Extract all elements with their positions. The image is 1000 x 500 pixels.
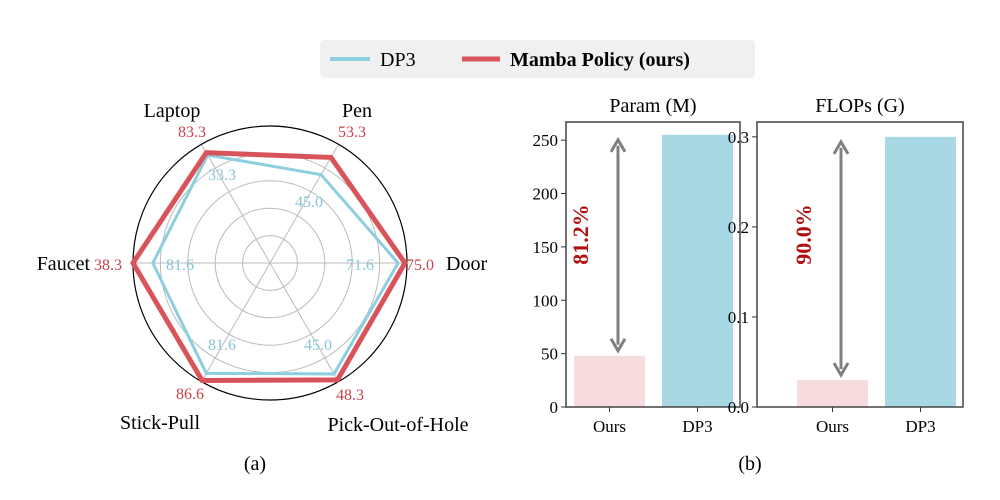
param-bar-chart: Ours DP3 0 50 100 150 200 250 Param (M) 81.2% bbox=[533, 95, 741, 436]
y-tick-label: 0.2 bbox=[728, 218, 749, 237]
y-tick-label: 0.0 bbox=[728, 398, 749, 417]
legend-label-mamba: Mamba Policy (ours) bbox=[510, 49, 690, 71]
mamba-value-label: 53.3 bbox=[338, 124, 366, 141]
dp3-value-label: 81.6 bbox=[166, 257, 194, 274]
legend-label-dp3: DP3 bbox=[380, 49, 416, 71]
y-tick-label: 50 bbox=[541, 345, 558, 364]
x-tick-label: DP3 bbox=[682, 417, 712, 436]
arrow-head-down bbox=[832, 362, 850, 378]
axes-frame bbox=[565, 121, 741, 408]
radar-chart: Door 75.0 71.6 Pen 53.3 45.0 Laptop 83.3 81.6 Fau… bbox=[37, 100, 488, 436]
axis-line bbox=[201, 144, 339, 382]
axis-label: Pick-Out-of-Hole bbox=[327, 414, 468, 436]
bar-ours bbox=[574, 355, 645, 407]
caption-a: (a) bbox=[244, 453, 266, 475]
chart-title: FLOPs (G) bbox=[815, 95, 904, 117]
dp3-value-label: 33.3 bbox=[208, 167, 236, 184]
axis-label: Door bbox=[446, 253, 487, 275]
axis-label: Stick-Pull bbox=[120, 412, 200, 434]
dp3-value-label: 45.0 bbox=[295, 194, 323, 211]
x-tick-label: DP3 bbox=[905, 417, 935, 436]
axis-label: Laptop bbox=[144, 100, 201, 122]
mamba-series-polygon bbox=[130, 150, 408, 383]
dp3-value-label: 81.6 bbox=[208, 337, 236, 354]
y-tick-label: 100 bbox=[533, 291, 559, 310]
caption-b: (b) bbox=[738, 453, 761, 475]
x-tick-label: Ours bbox=[593, 417, 626, 436]
bar-dp3 bbox=[885, 136, 956, 407]
mamba-value-label: 38.3 bbox=[94, 257, 122, 274]
bar-ours bbox=[797, 379, 868, 407]
axis-label: Pen bbox=[342, 100, 372, 122]
y-tick-label: 0 bbox=[550, 398, 559, 417]
flops-bar-chart: Ours DP3 0.0 0.1 0.2 0.3 FLOPs (G) 90.0% bbox=[728, 95, 964, 436]
axes-frame bbox=[756, 121, 964, 408]
legend: DP3 Mamba Policy (ours) bbox=[320, 40, 755, 78]
dp3-series-polygon bbox=[151, 153, 400, 376]
arrow-head-up bbox=[832, 138, 850, 155]
reduction-annotation: 81.2% bbox=[568, 204, 593, 265]
mamba-value-label: 75.0 bbox=[406, 257, 434, 274]
dp3-value-label: 71.6 bbox=[346, 257, 374, 274]
bar-dp3 bbox=[662, 134, 733, 407]
mamba-value-label: 86.6 bbox=[176, 386, 204, 403]
legend-box bbox=[320, 40, 755, 78]
chart-title: Param (M) bbox=[609, 95, 696, 117]
y-tick-label: 200 bbox=[533, 185, 559, 204]
y-tick-label: 250 bbox=[533, 131, 559, 150]
arrow-head-down bbox=[609, 338, 627, 354]
dp3-value-label: 45.0 bbox=[304, 337, 332, 354]
y-tick-label: 0.1 bbox=[728, 308, 749, 327]
y-tick-label: 150 bbox=[533, 238, 559, 257]
axis-label: Faucet bbox=[37, 253, 91, 275]
mamba-value-label: 48.3 bbox=[336, 387, 364, 404]
mamba-value-label: 83.3 bbox=[178, 124, 206, 141]
x-tick-label: Ours bbox=[816, 417, 849, 436]
y-tick-label: 0.3 bbox=[728, 128, 749, 147]
reduction-annotation: 90.0% bbox=[791, 204, 816, 265]
arrow-head-up bbox=[609, 136, 627, 153]
